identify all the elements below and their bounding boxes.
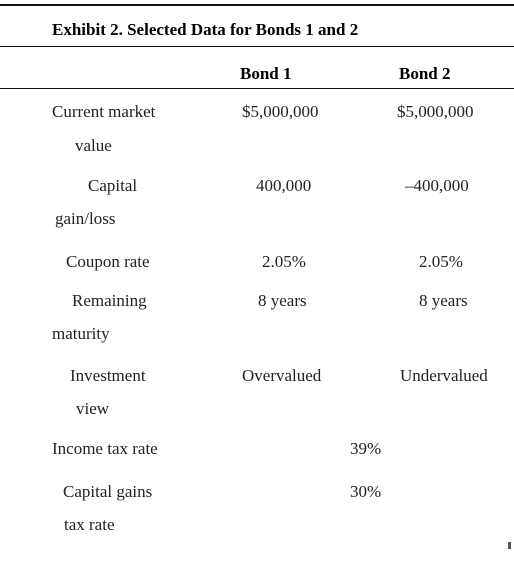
row-label-line: tax rate <box>64 515 115 534</box>
row-value-bond1: 400,000 <box>256 176 312 195</box>
row-label-line: Income tax rate <box>52 439 158 458</box>
row-value-bond1: 8 years <box>258 291 307 310</box>
row-value-bond1: 2.05% <box>262 252 306 271</box>
row-label-line: Capital gains <box>63 482 153 501</box>
row-value-bond2: $5,000,000 <box>397 102 474 121</box>
row-label-line: Current market <box>52 102 156 121</box>
row-label-line: Coupon rate <box>66 252 150 271</box>
column-header-bond1: Bond 1 <box>240 64 292 83</box>
row-value-bond2: 2.05% <box>419 252 463 271</box>
top-rule <box>0 4 514 6</box>
row-label-line: view <box>76 399 110 418</box>
row-label-line: value <box>75 136 112 155</box>
row-value-bond2: –400,000 <box>405 176 469 195</box>
header-rule <box>0 88 514 89</box>
row-label-line: Investment <box>70 366 146 385</box>
title-rule <box>0 46 514 47</box>
row-value-bond2: Undervalued <box>400 366 488 385</box>
exhibit-title: Exhibit 2. Selected Data for Bonds 1 and… <box>52 20 359 39</box>
shared-value: 30% <box>350 482 382 501</box>
row-value-bond2: 8 years <box>419 291 468 310</box>
row-label-line: Remaining <box>72 291 147 310</box>
row-value-bond1: Overvalued <box>242 366 322 385</box>
row-label-line: gain/loss <box>55 209 116 228</box>
shared-value: 39% <box>350 439 382 458</box>
corner-mark <box>508 542 511 549</box>
column-header-bond2: Bond 2 <box>399 64 451 83</box>
row-label-line: maturity <box>52 324 110 343</box>
row-value-bond1: $5,000,000 <box>242 102 319 121</box>
row-label-line: Capital <box>88 176 138 195</box>
